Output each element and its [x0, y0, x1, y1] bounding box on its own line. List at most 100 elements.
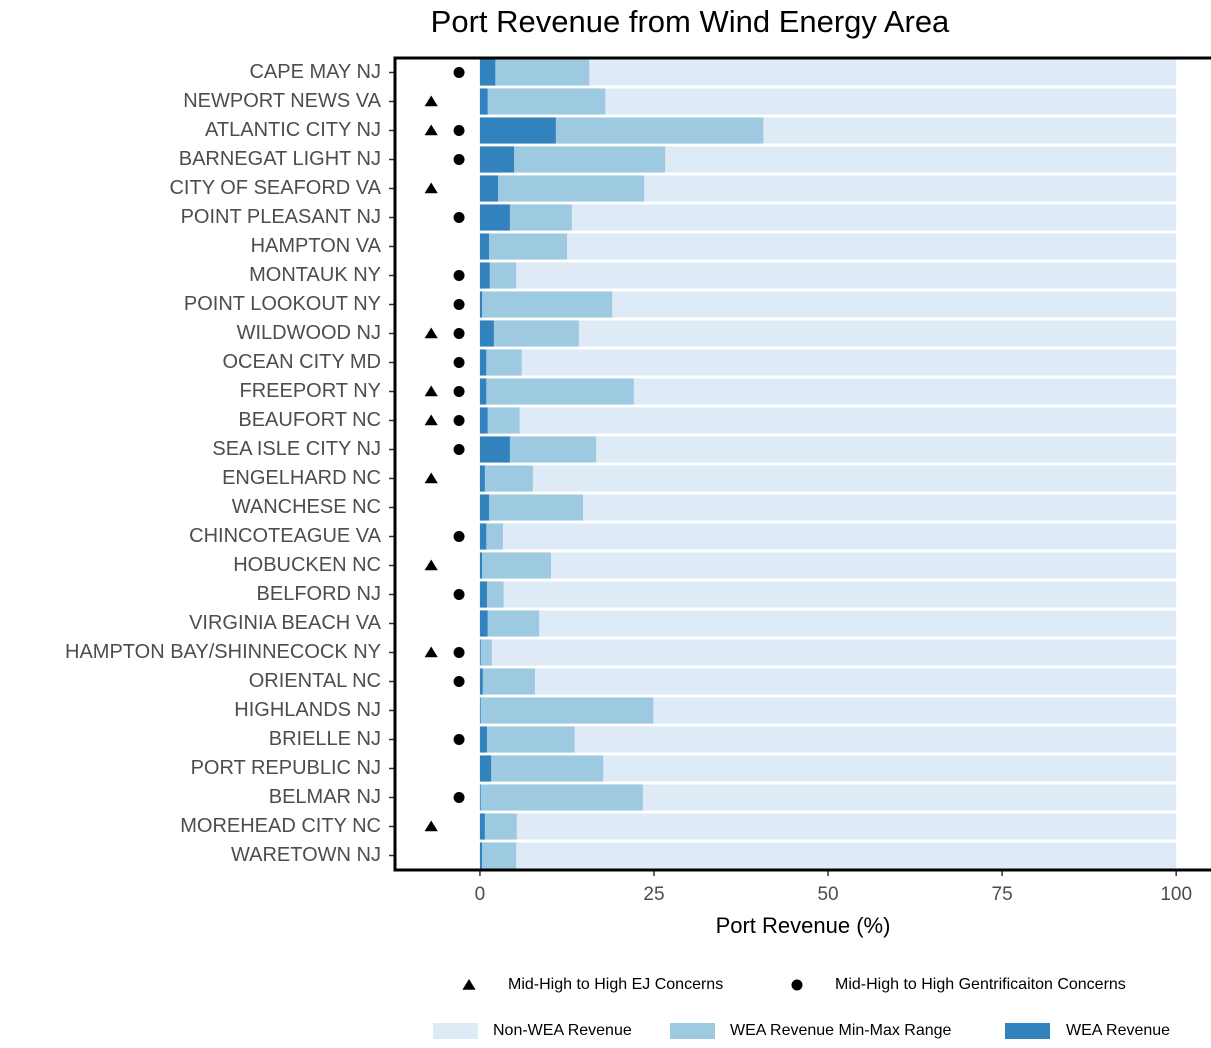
bar	[479, 726, 487, 753]
y-tick-label: CITY OF SEAFORD VA	[169, 177, 381, 199]
y-tick-label: ORIENTAL NC	[249, 670, 381, 692]
bar	[479, 175, 499, 202]
bar	[479, 813, 1177, 840]
ej-marker	[424, 182, 438, 194]
gentrification-marker	[453, 531, 465, 542]
ej-marker	[424, 646, 438, 658]
y-tick-label: WANCHESE NC	[232, 496, 381, 518]
bar	[479, 88, 606, 115]
y-tick-label: PORT REPUBLIC NJ	[191, 757, 381, 779]
bar	[479, 233, 489, 260]
y-tick-label: HAMPTON BAY/SHINNECOCK NY	[65, 641, 381, 663]
bar	[479, 842, 483, 869]
gentrification-marker	[453, 386, 465, 397]
bar	[479, 755, 604, 782]
gentrification-marker	[453, 444, 465, 455]
bar	[479, 813, 517, 840]
x-tick-label: 100	[1160, 884, 1192, 905]
bar	[479, 349, 1177, 376]
legend-label: Mid-High to High Gentrificaiton Concerns	[835, 976, 1126, 993]
y-tick-label: WARETOWN NJ	[231, 844, 381, 866]
bar	[479, 668, 1177, 695]
bar	[479, 59, 590, 86]
x-tick-label: 25	[643, 884, 664, 905]
y-tick-label: ATLANTIC CITY NJ	[205, 119, 381, 141]
y-tick-label: HOBUCKEN NC	[233, 554, 381, 576]
bar	[479, 59, 496, 86]
bar	[479, 320, 1177, 347]
y-tick-label: CAPE MAY NJ	[249, 61, 381, 83]
y-tick-label: SEA ISLE CITY NJ	[212, 438, 381, 460]
axis-frame	[393, 56, 1211, 872]
gentrification-marker	[453, 212, 465, 223]
bar	[479, 668, 535, 695]
bar	[479, 552, 1177, 579]
gentrification-marker	[453, 299, 465, 310]
bar	[479, 697, 481, 724]
gentrification-marker	[453, 734, 465, 745]
bar	[479, 581, 1177, 608]
bar	[479, 233, 567, 260]
legend-symbol	[462, 979, 476, 990]
legend-label: WEA Revenue Min-Max Range	[730, 1022, 952, 1039]
bar	[479, 552, 483, 579]
legend-swatch	[670, 1023, 715, 1039]
bar	[479, 349, 487, 376]
y-tick-label: POINT LOOKOUT NY	[184, 293, 381, 315]
ej-marker	[424, 820, 438, 832]
bar	[479, 639, 481, 666]
y-tick-label: BARNEGAT LIGHT NJ	[179, 148, 381, 170]
bar	[479, 436, 510, 463]
gentrification-marker	[453, 415, 465, 426]
bar	[479, 88, 488, 115]
bar	[479, 552, 551, 579]
bar	[479, 494, 489, 521]
x-tick-label: 50	[817, 884, 838, 905]
chart-title: Port Revenue from Wind Energy Area	[431, 4, 950, 39]
ej-marker	[424, 559, 438, 571]
y-tick-label: BELMAR NJ	[269, 786, 381, 808]
y-tick-label: MONTAUK NY	[249, 264, 381, 286]
y-tick-label: HIGHLANDS NJ	[234, 699, 381, 721]
bar	[479, 581, 487, 608]
y-tick-label: POINT PLEASANT NJ	[181, 206, 381, 228]
bar	[479, 784, 481, 811]
bar	[479, 697, 654, 724]
bar	[479, 407, 1177, 434]
ej-marker	[424, 414, 438, 426]
gentrification-marker	[453, 676, 465, 687]
gentrification-marker	[453, 792, 465, 803]
gentrification-marker	[453, 647, 465, 658]
ej-marker	[424, 385, 438, 397]
bar	[479, 726, 575, 753]
bar	[479, 378, 634, 405]
bar	[479, 523, 487, 550]
gentrification-marker	[453, 270, 465, 281]
bar	[479, 175, 645, 202]
legend-label: Mid-High to High EJ Concerns	[508, 976, 723, 993]
bar	[479, 610, 1177, 637]
y-tick-label: CHINCOTEAGUE VA	[189, 525, 382, 547]
y-tick-label: ENGELHARD NC	[222, 467, 381, 489]
bar	[479, 726, 1177, 753]
y-tick-label: BELFORD NJ	[257, 583, 381, 605]
y-tick-label: OCEAN CITY MD	[222, 351, 381, 373]
bar	[479, 233, 1177, 260]
legend-label: WEA Revenue	[1066, 1022, 1170, 1039]
x-tick-label: 75	[992, 884, 1013, 905]
bar	[479, 465, 485, 492]
bar	[479, 668, 483, 695]
bar	[479, 59, 1177, 86]
bar	[479, 842, 1177, 869]
bar	[479, 349, 522, 376]
gentrification-marker	[453, 589, 465, 600]
ej-marker	[424, 124, 438, 136]
bar	[479, 494, 1177, 521]
ej-marker	[424, 95, 438, 107]
gentrification-marker	[453, 328, 465, 339]
y-tick-label: NEWPORT NEWS VA	[183, 90, 381, 112]
gentrification-marker	[453, 154, 465, 165]
gentrification-marker	[453, 357, 465, 368]
bar	[479, 117, 556, 144]
